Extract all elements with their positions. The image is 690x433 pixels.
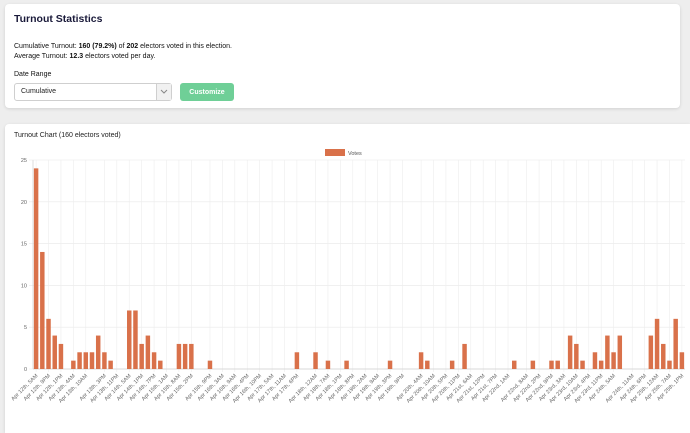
bar-votes[interactable] xyxy=(549,360,554,369)
turnout-chart-card: 0 5 10 15 20 25 Apr 12th, 5AM Apr 12th, 9PM Apr… xyxy=(5,124,690,433)
bar-votes[interactable] xyxy=(40,251,45,369)
bar-votes[interactable] xyxy=(77,352,82,369)
bar-votes[interactable] xyxy=(654,318,660,369)
page-title: Turnout Statistics xyxy=(14,13,103,25)
y-tick-label: 10 xyxy=(21,283,27,289)
bar-votes[interactable] xyxy=(189,343,194,369)
chart-title: Turnout Chart (160 electors voted) xyxy=(14,132,121,139)
bar-votes[interactable] xyxy=(207,360,213,369)
bar-votes[interactable] xyxy=(592,352,598,369)
bar-votes[interactable] xyxy=(33,168,39,369)
cumulative-turnout-line: Cumulative Turnout: 160 (79.2%) of 202 e… xyxy=(14,43,232,50)
bar-votes[interactable] xyxy=(151,352,157,369)
bar-votes[interactable] xyxy=(555,360,560,369)
bar-votes[interactable] xyxy=(598,360,604,369)
bar-votes[interactable] xyxy=(387,360,393,369)
bar-votes[interactable] xyxy=(102,352,107,369)
bar-votes[interactable] xyxy=(71,360,76,369)
bar-votes[interactable] xyxy=(418,352,424,369)
average-suffix: electors voted per day. xyxy=(83,53,156,60)
bar-votes[interactable] xyxy=(313,352,318,369)
bar-votes[interactable] xyxy=(512,360,517,369)
bar-votes[interactable] xyxy=(530,360,536,369)
bar-votes[interactable] xyxy=(617,335,623,369)
date-range-select[interactable]: Cumulative xyxy=(14,83,172,101)
bar-votes[interactable] xyxy=(58,343,64,369)
y-tick-label: 25 xyxy=(21,158,27,164)
bar-votes[interactable] xyxy=(580,360,585,369)
bar-votes[interactable] xyxy=(108,360,113,369)
bar-votes[interactable] xyxy=(605,335,610,369)
bar-votes[interactable] xyxy=(462,343,467,369)
electors-total: 202 xyxy=(126,43,139,50)
bar-votes[interactable] xyxy=(648,335,654,369)
legend-swatch-votes xyxy=(325,149,345,156)
y-tick-label: 0 xyxy=(24,367,27,373)
bar-votes[interactable] xyxy=(679,352,685,369)
bar-votes[interactable] xyxy=(667,360,672,369)
y-tick-label: 15 xyxy=(21,242,27,248)
average-turnout-line: Average Turnout: 12.3 electors voted per… xyxy=(14,53,155,60)
bar-votes[interactable] xyxy=(127,310,132,369)
y-tick-label: 20 xyxy=(21,200,27,206)
bar-votes[interactable] xyxy=(567,335,573,369)
bar-votes[interactable] xyxy=(158,360,163,369)
bar-votes[interactable] xyxy=(133,310,138,369)
bar-votes[interactable] xyxy=(661,343,666,369)
turnout-statistics-card: Turnout Statistics Cumulative Turnout: 1… xyxy=(5,4,680,108)
bar-votes[interactable] xyxy=(145,335,151,369)
cumulative-label: Cumulative Turnout: xyxy=(14,43,79,50)
cumulative-count: 160 (79.2%) xyxy=(78,43,117,50)
bar-votes[interactable] xyxy=(673,318,678,369)
bar-votes[interactable] xyxy=(176,343,182,369)
date-range-value: Cumulative xyxy=(21,88,57,95)
bar-votes[interactable] xyxy=(294,352,300,369)
bar-votes[interactable] xyxy=(325,360,331,369)
bar-votes[interactable] xyxy=(182,343,188,369)
bar-votes[interactable] xyxy=(611,352,616,369)
legend-label-votes: Votes xyxy=(348,151,362,157)
average-value: 12.3 xyxy=(69,53,84,60)
chevron-down-icon[interactable] xyxy=(156,84,171,100)
bar-votes[interactable] xyxy=(83,352,89,369)
bar-votes[interactable] xyxy=(89,352,95,369)
bar-votes[interactable] xyxy=(449,360,455,369)
average-label: Average Turnout: xyxy=(14,53,70,60)
customize-button[interactable]: Customize xyxy=(180,83,234,101)
bar-votes[interactable] xyxy=(139,343,144,369)
chart-legend[interactable]: Votes xyxy=(325,149,362,157)
bar-votes[interactable] xyxy=(344,360,349,369)
bar-votes[interactable] xyxy=(95,335,101,369)
bar-votes[interactable] xyxy=(52,335,57,369)
y-tick-label: 5 xyxy=(24,325,27,331)
date-range-label: Date Range xyxy=(14,71,52,78)
bar-votes[interactable] xyxy=(574,343,579,369)
cumulative-of: of xyxy=(116,43,127,50)
cumulative-suffix: electors voted in this election. xyxy=(138,43,232,50)
bar-votes[interactable] xyxy=(46,318,51,369)
bar-votes[interactable] xyxy=(425,360,430,369)
